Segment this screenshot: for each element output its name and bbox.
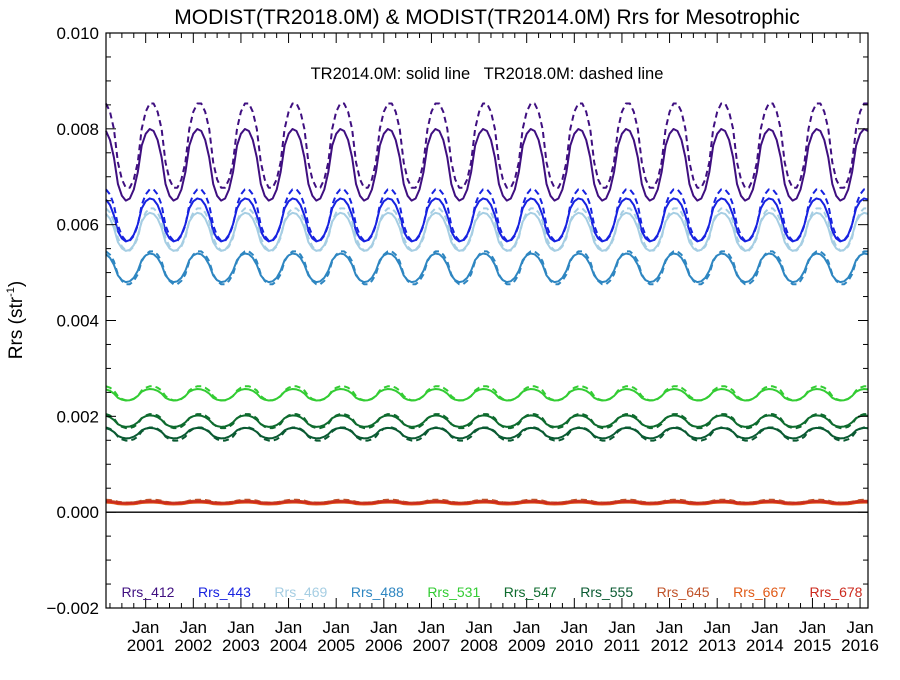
x-tick-month: Jan: [465, 618, 492, 637]
series-line-rrs-469-dashed: [105, 207, 868, 252]
x-tick-year: 2015: [794, 636, 832, 655]
legend-entry-rrs-555: Rrs_555: [580, 584, 633, 600]
x-tick-year: 2012: [651, 636, 689, 655]
x-tick-year: 2011: [604, 636, 641, 655]
series-line-rrs-547-dashed: [105, 413, 868, 430]
x-tick-month: Jan: [370, 618, 397, 637]
legend-entry-rrs-678: Rrs_678: [810, 584, 863, 600]
plot-frame: [105, 32, 869, 609]
y-ticks: 0.010 0.008 0.006 0.004 0.002 0.000 −0.002: [47, 24, 868, 618]
svg-text:Rrs (str-1): Rrs (str-1): [5, 281, 27, 359]
series-line-rrs-555-solid: [105, 426, 869, 440]
x-tick-year: 2010: [555, 636, 593, 655]
legend-entry-rrs-412: Rrs_412: [122, 584, 175, 600]
x-tick-month: Jan: [656, 618, 683, 637]
x-tick-month: Jan: [132, 618, 159, 637]
line-style-annotation: TR2014.0M: solid line TR2018.0M: dashed …: [311, 65, 664, 83]
y-tick-label: 0.006: [56, 216, 99, 235]
x-tick-month: Jan: [846, 618, 873, 637]
y-tick-label: 0.000: [56, 503, 99, 522]
legend-entry-rrs-531: Rrs_531: [427, 584, 480, 600]
y-tick-label: 0.010: [56, 24, 99, 43]
x-tick-year: 2008: [460, 636, 498, 655]
y-axis-label: Rrs (str-1): [5, 281, 27, 359]
x-tick-month: Jan: [561, 618, 588, 637]
series-line-rrs-678-dashed: [105, 500, 868, 504]
legend: Rrs_412 Rrs_443 Rrs_469 Rrs_488 Rrs_531 Rrs_5…: [122, 584, 863, 600]
x-tick-year: 2002: [174, 636, 212, 655]
legend-entry-rrs-469: Rrs_469: [274, 584, 327, 600]
series-line-rrs-547-solid: [105, 414, 869, 428]
x-tick-year: 2013: [698, 636, 736, 655]
x-tick-month: Jan: [608, 618, 635, 637]
series-line-rrs-531-dashed: [105, 385, 868, 402]
x-tick-month: Jan: [180, 618, 207, 637]
legend-entry-rrs-667: Rrs_667: [733, 584, 786, 600]
x-tick-year: 2004: [270, 636, 308, 655]
x-tick-month: Jan: [418, 618, 445, 637]
x-tick-month: Jan: [227, 618, 254, 637]
legend-entry-rrs-488: Rrs_488: [351, 584, 404, 600]
y-tick-label: 0.002: [56, 407, 99, 426]
x-tick-year: 2006: [365, 636, 403, 655]
x-tick-month: Jan: [513, 618, 540, 637]
series-line-rrs-645-dashed: [105, 498, 868, 504]
legend-entry-rrs-547: Rrs_547: [504, 584, 557, 600]
legend-entry-rrs-443: Rrs_443: [198, 584, 251, 600]
y-tick-label: 0.004: [56, 312, 99, 331]
x-tick-year: 2001: [127, 636, 165, 655]
x-ticks: Jan2001Jan2002Jan2003Jan2004Jan2005Jan20…: [109, 33, 879, 655]
y-tick-label: 0.008: [56, 120, 99, 139]
x-tick-month: Jan: [322, 618, 349, 637]
series-line-rrs-488-solid: [105, 252, 869, 284]
x-tick-year: 2007: [413, 636, 451, 655]
series-line-rrs-531-solid: [105, 388, 869, 402]
series-line-rrs-488-dashed: [105, 250, 868, 286]
x-tick-year: 2009: [508, 636, 546, 655]
series-line-rrs-412-dashed: [105, 102, 868, 189]
x-tick-year: 2003: [222, 636, 260, 655]
series-line-rrs-412-solid: [105, 128, 869, 202]
y-axis-label-superscript: -1: [5, 287, 17, 297]
legend-entry-rrs-645: Rrs_645: [657, 584, 710, 600]
x-tick-year: 2005: [317, 636, 355, 655]
chart-title: MODIST(TR2018.0M) & MODIST(TR2014.0M) Rr…: [174, 6, 799, 29]
y-axis-label-close: ): [6, 281, 27, 287]
y-axis-label-text: Rrs (str: [6, 296, 27, 359]
x-tick-year: 2016: [841, 636, 879, 655]
x-tick-month: Jan: [799, 618, 826, 637]
x-tick-month: Jan: [751, 618, 778, 637]
series-layer: [105, 102, 869, 506]
y-tick-label: −0.002: [47, 599, 99, 618]
x-tick-month: Jan: [275, 618, 302, 637]
x-tick-month: Jan: [703, 618, 730, 637]
x-tick-year: 2014: [746, 636, 784, 655]
series-line-rrs-443-solid: [105, 197, 869, 243]
series-line-rrs-555-dashed: [105, 426, 868, 442]
